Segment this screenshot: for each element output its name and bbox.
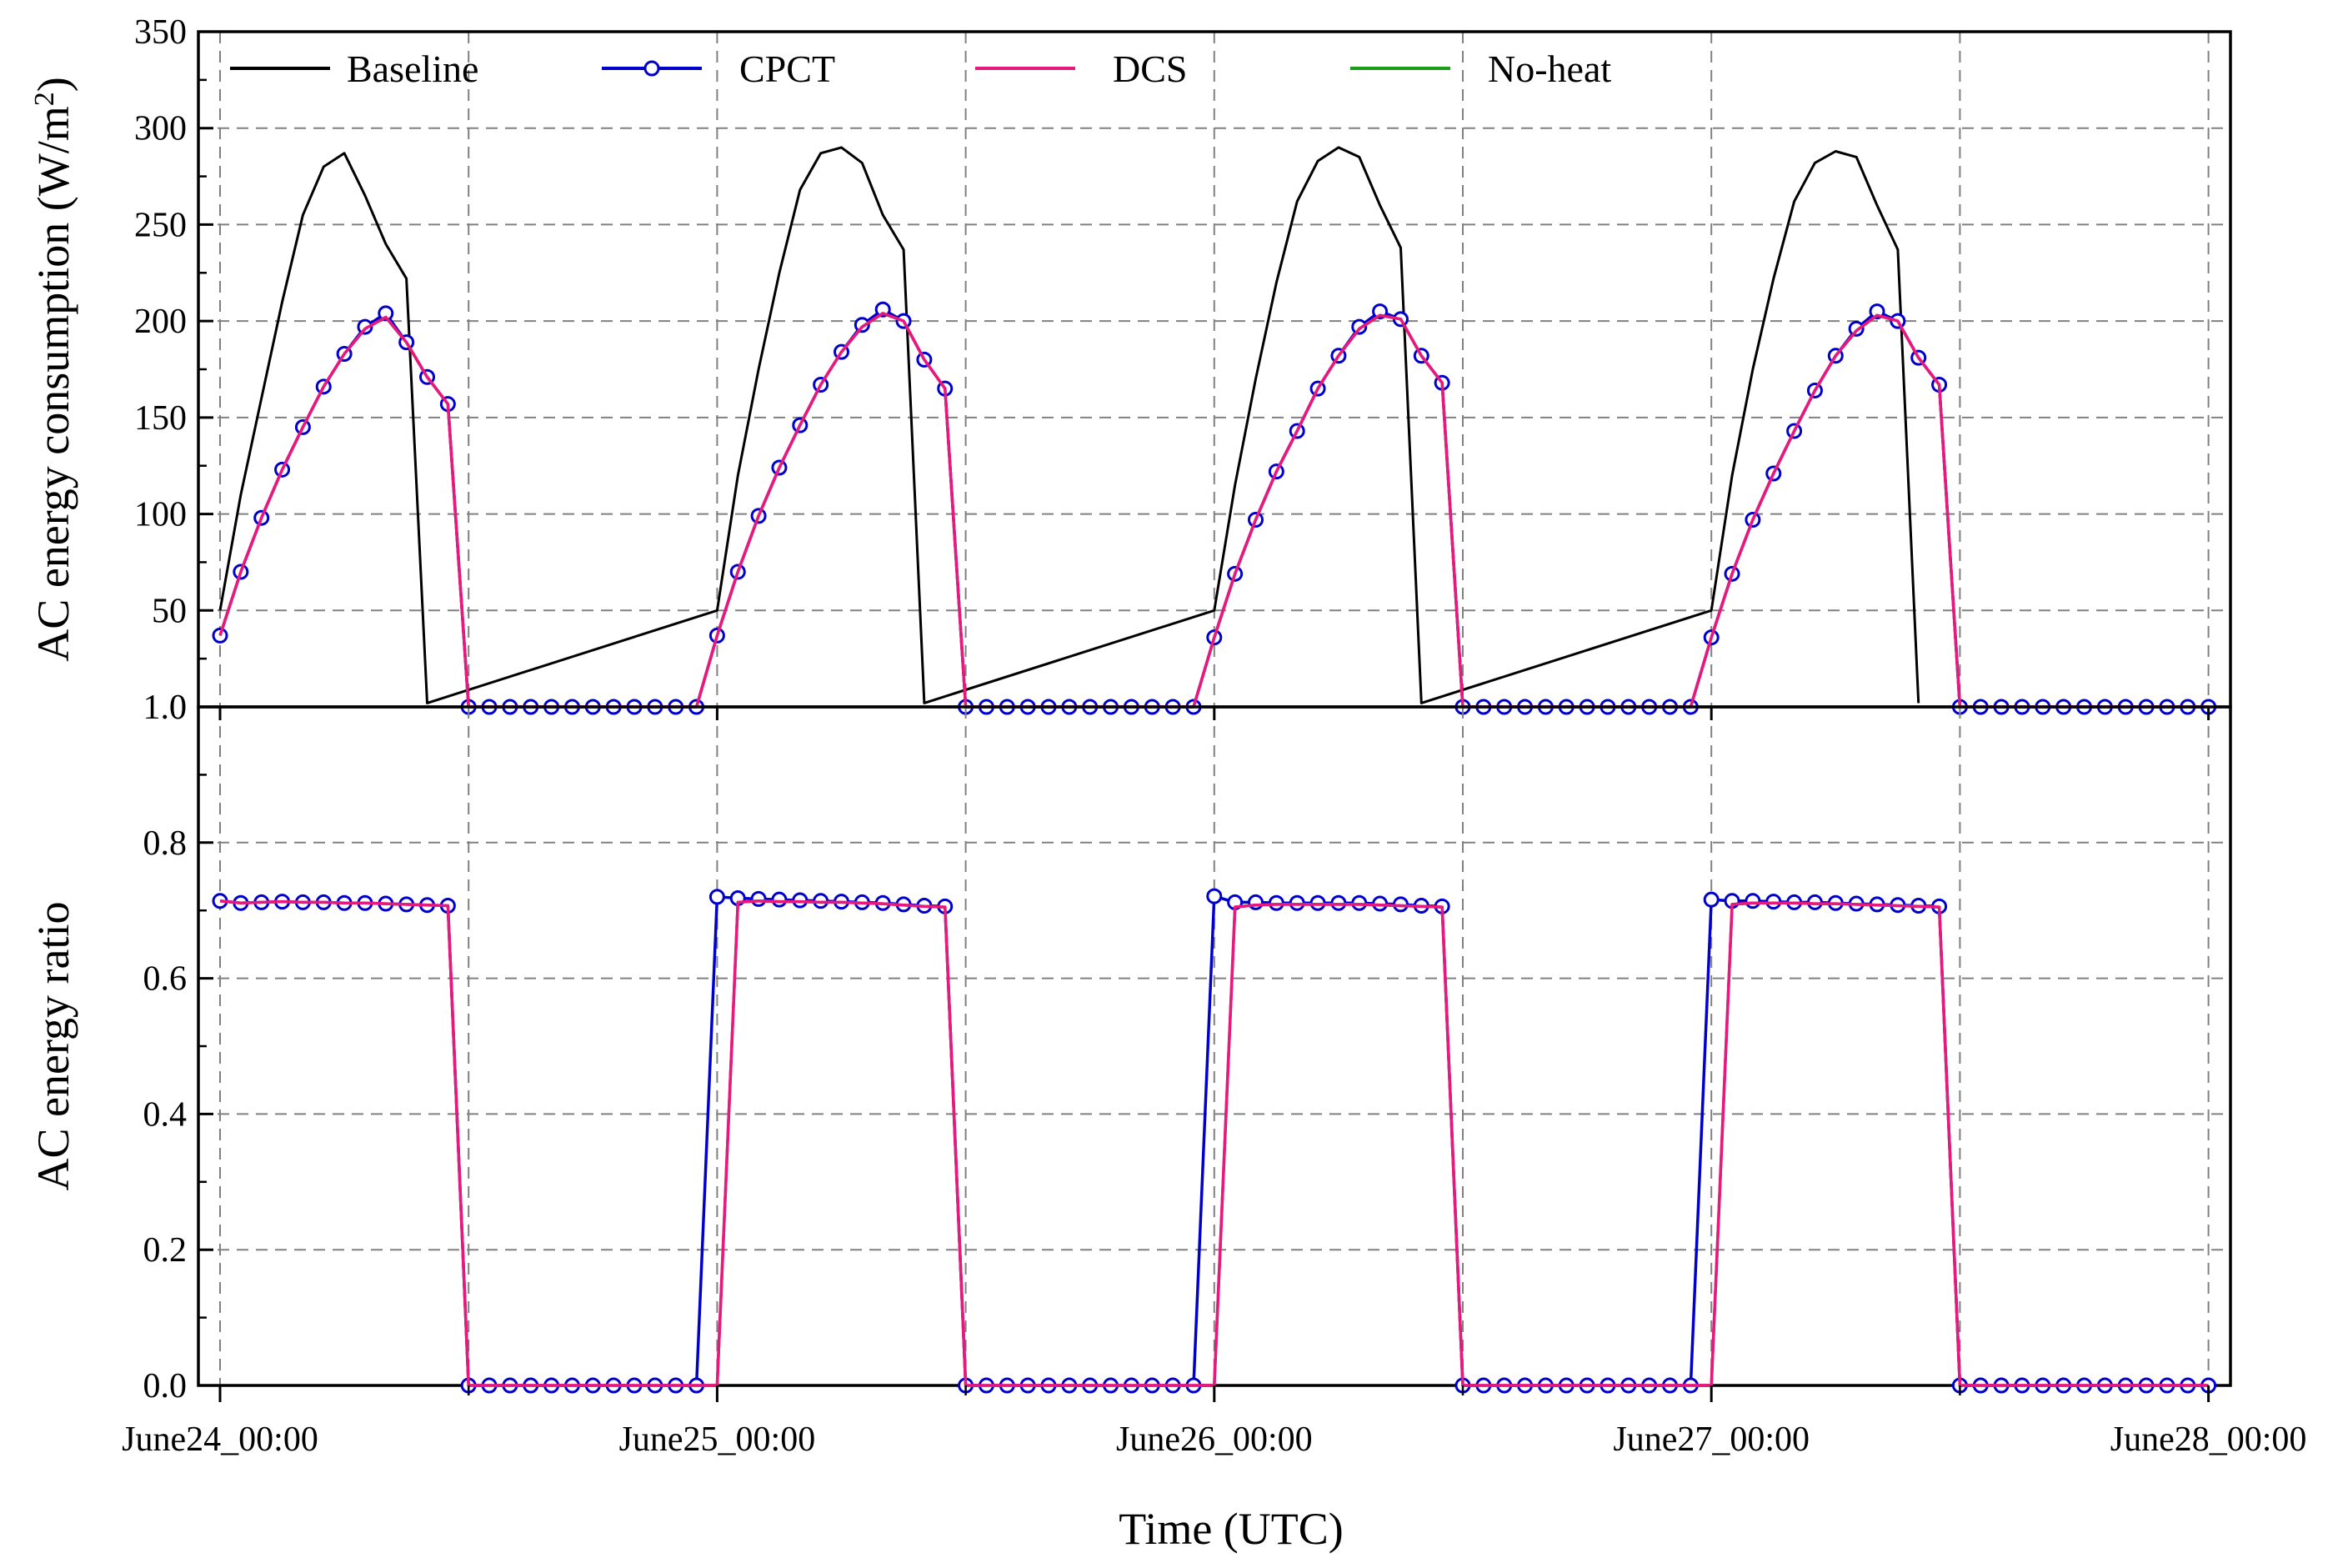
legend-marker	[643, 60, 660, 77]
data-point	[1703, 891, 1720, 908]
y-tick-label: 0.4	[143, 1095, 188, 1134]
data-point	[1745, 893, 1761, 909]
data-point	[1206, 888, 1223, 904]
top-y-ticks: 0 50 100 150 200 250 300 350	[134, 13, 213, 727]
legend-item-baseline: Baseline	[230, 48, 478, 90]
y-tick-label: 0.2	[143, 1231, 188, 1270]
x-axis-ticks: June24_00:00 June25_00:00 June26_00:00 June…	[122, 707, 2306, 1459]
y-tick-label: 50	[152, 592, 187, 630]
y-tick-label: 1.0	[143, 689, 188, 727]
top-y-axis-title: AC energy consumption (W/m2)	[28, 77, 78, 661]
legend-item-cpct: CPCT	[602, 48, 835, 90]
data-point	[1351, 318, 1368, 335]
y-tick-label: 150	[134, 399, 187, 438]
data-point	[771, 891, 788, 908]
y-tick-label: 100	[134, 496, 187, 534]
legend-label: No-heat	[1488, 48, 1611, 90]
legend-label: DCS	[1113, 48, 1187, 90]
bottom-gridlines	[198, 707, 2230, 1385]
x-tick-label: June26_00:00	[1116, 1420, 1313, 1459]
data-point	[378, 305, 394, 322]
data-point	[357, 318, 373, 335]
x-tick-label: June27_00:00	[1613, 1420, 1810, 1459]
y-tick-label: 250	[134, 206, 187, 244]
x-tick-label: June25_00:00	[619, 1420, 816, 1459]
y-tick-label: 200	[134, 303, 187, 341]
y-tick-label: 0	[169, 689, 187, 727]
bottom-y-ticks: 0.0 0.2 0.4 0.6 0.8 1.0	[143, 689, 213, 1405]
y-tick-label: 0.0	[143, 1367, 188, 1405]
data-point	[854, 317, 870, 333]
x-tick-label: June24_00:00	[122, 1420, 318, 1459]
data-point	[1848, 320, 1865, 337]
y-tick-label: 350	[134, 13, 187, 52]
y-tick-label: 300	[134, 110, 187, 148]
legend-item-no-heat: No-heat	[1350, 48, 1611, 90]
legend-label: Baseline	[347, 48, 478, 90]
legend-label: CPCT	[739, 48, 835, 90]
series-baseline	[218, 146, 1920, 704]
data-point	[708, 889, 725, 905]
x-tick-label: June28_00:00	[2110, 1420, 2307, 1459]
bottom-y-axis-title: AC energy ratio	[28, 902, 78, 1191]
legend-item-dcs: DCS	[975, 48, 1187, 90]
bottom-panel: 0.0 0.2 0.4 0.6 0.8 1.0 AC energy ratio	[28, 689, 2232, 1405]
data-point	[750, 890, 767, 907]
y-tick-label: 0.8	[143, 824, 188, 863]
series-line-baseline	[218, 146, 1920, 704]
y-tick-label: 0.6	[143, 960, 188, 999]
legend: Baseline CPCT DCS No-heat	[230, 48, 1611, 90]
x-axis-title: Time (UTC)	[1119, 1504, 1344, 1554]
data-point	[874, 301, 891, 318]
data-point	[1248, 894, 1264, 910]
top-panel: 0 50 100 150 200 250 300 350 Baseline CPCT DCS No-…	[28, 13, 2232, 727]
